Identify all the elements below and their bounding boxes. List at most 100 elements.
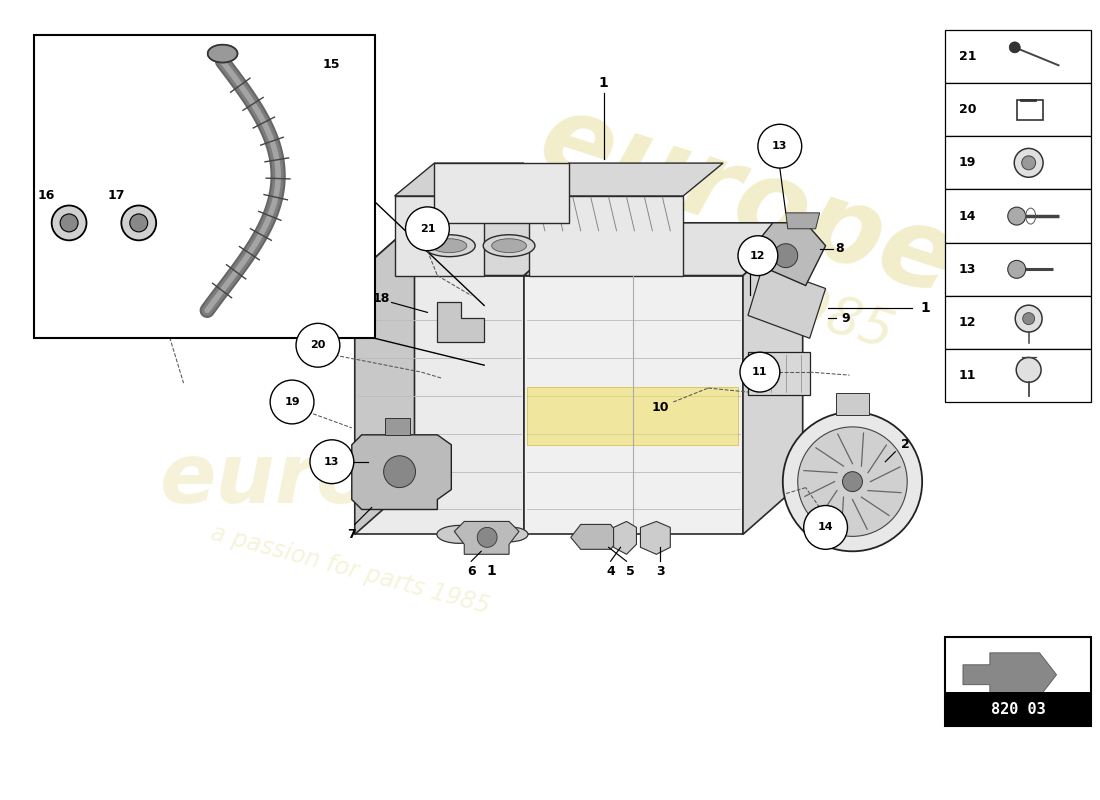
Polygon shape [524, 275, 743, 534]
Ellipse shape [492, 238, 527, 253]
Ellipse shape [437, 526, 482, 543]
Ellipse shape [424, 234, 475, 257]
Bar [836, 393, 869, 415]
Polygon shape [355, 275, 524, 534]
Text: europes: europes [527, 84, 1030, 338]
Circle shape [271, 380, 314, 424]
Text: 11: 11 [752, 367, 768, 377]
Text: 20: 20 [959, 103, 977, 116]
Polygon shape [640, 522, 670, 554]
Bar [945, 83, 1091, 136]
Text: 1985: 1985 [756, 270, 900, 361]
Circle shape [1022, 156, 1035, 170]
Bar [34, 34, 375, 338]
Circle shape [477, 527, 497, 547]
Text: 10: 10 [651, 402, 669, 414]
Bar [1016, 100, 1043, 119]
Text: 21: 21 [959, 50, 977, 63]
Circle shape [60, 214, 78, 232]
Text: 1: 1 [921, 302, 929, 315]
Text: 19: 19 [284, 397, 300, 407]
Text: 4: 4 [606, 565, 615, 578]
Text: 12: 12 [750, 250, 766, 261]
Text: europes: europes [160, 439, 540, 520]
Polygon shape [434, 163, 569, 223]
Circle shape [384, 456, 416, 487]
Bar [945, 30, 1091, 83]
Circle shape [121, 206, 156, 240]
Text: 8: 8 [835, 242, 844, 255]
Polygon shape [571, 525, 620, 550]
Ellipse shape [483, 234, 535, 257]
Polygon shape [355, 223, 415, 534]
Polygon shape [760, 223, 826, 286]
Circle shape [52, 206, 87, 240]
Text: 9: 9 [842, 312, 850, 325]
Text: 1: 1 [486, 564, 496, 578]
Text: 13: 13 [772, 141, 788, 151]
Circle shape [773, 244, 798, 268]
Circle shape [130, 214, 147, 232]
Polygon shape [529, 196, 683, 275]
Circle shape [758, 124, 802, 168]
Circle shape [406, 207, 449, 250]
Text: a passion for parts 1985: a passion for parts 1985 [208, 520, 492, 618]
Bar [945, 296, 1091, 350]
Text: 19: 19 [959, 156, 977, 170]
Ellipse shape [208, 45, 238, 62]
Polygon shape [454, 522, 519, 554]
Text: 16: 16 [37, 189, 55, 202]
Circle shape [310, 440, 354, 484]
Circle shape [738, 236, 778, 275]
Text: 21: 21 [420, 224, 436, 234]
Text: 7: 7 [348, 528, 356, 541]
Polygon shape [614, 522, 637, 554]
Polygon shape [438, 302, 484, 342]
Bar [945, 350, 1091, 402]
Bar [945, 637, 1091, 726]
Polygon shape [395, 196, 484, 275]
Text: 3: 3 [656, 565, 664, 578]
Circle shape [1008, 207, 1025, 225]
Circle shape [1008, 260, 1025, 278]
Polygon shape [742, 223, 803, 534]
Circle shape [798, 427, 908, 536]
Circle shape [1015, 305, 1042, 332]
Text: 1: 1 [598, 77, 608, 90]
Circle shape [296, 323, 340, 367]
Bar [945, 136, 1091, 190]
Circle shape [843, 472, 862, 491]
Circle shape [804, 506, 847, 550]
Polygon shape [385, 418, 409, 435]
Circle shape [783, 412, 922, 551]
Text: 6: 6 [466, 565, 475, 578]
Text: 13: 13 [959, 263, 977, 276]
Polygon shape [748, 352, 810, 395]
Bar [527, 387, 738, 445]
Bar [945, 692, 1091, 726]
Text: 5: 5 [626, 565, 635, 578]
Text: 18: 18 [373, 292, 390, 305]
Text: 12: 12 [959, 316, 977, 329]
Polygon shape [785, 213, 820, 229]
Polygon shape [524, 223, 803, 275]
Text: 15: 15 [322, 58, 340, 71]
Polygon shape [352, 435, 451, 510]
Text: 820 03: 820 03 [991, 702, 1046, 717]
Circle shape [1014, 149, 1043, 178]
Polygon shape [962, 653, 1056, 697]
Bar [945, 190, 1091, 242]
Bar [945, 242, 1091, 296]
Circle shape [1010, 42, 1020, 53]
Polygon shape [355, 223, 584, 275]
Text: 17: 17 [107, 189, 124, 202]
Ellipse shape [432, 238, 466, 253]
Text: 11: 11 [959, 370, 977, 382]
Circle shape [1016, 358, 1041, 382]
Text: 13: 13 [324, 457, 340, 466]
Circle shape [740, 352, 780, 392]
Polygon shape [395, 163, 524, 196]
Text: 2: 2 [901, 438, 910, 451]
Text: 14: 14 [817, 522, 834, 533]
Polygon shape [748, 266, 826, 338]
